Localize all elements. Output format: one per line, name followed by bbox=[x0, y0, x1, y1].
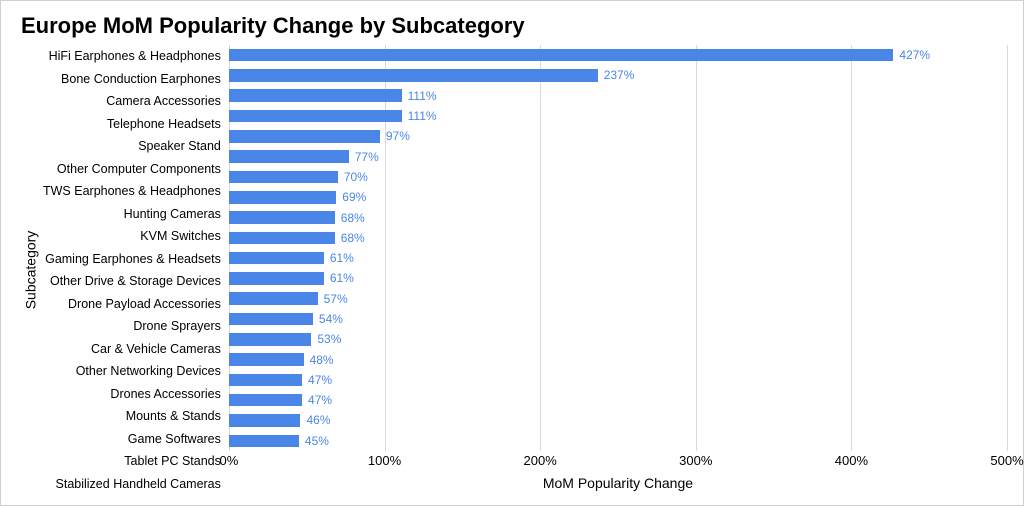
bar-value-label: 46% bbox=[306, 413, 330, 427]
bar-row: 53% bbox=[229, 329, 1007, 349]
bar-value-label: 57% bbox=[324, 292, 348, 306]
category-label: Game Softwares bbox=[43, 428, 229, 451]
y-axis-label-container: Subcategory bbox=[17, 45, 43, 495]
category-label: Drone Sprayers bbox=[43, 315, 229, 338]
bar bbox=[229, 374, 302, 387]
bar-row: 45% bbox=[229, 431, 1007, 451]
x-tick-label: 500% bbox=[990, 453, 1023, 468]
bar bbox=[229, 191, 336, 204]
bar-row: 111% bbox=[229, 106, 1007, 126]
category-label: HiFi Earphones & Headphones bbox=[43, 45, 229, 68]
bar bbox=[229, 211, 335, 224]
category-label: Other Computer Components bbox=[43, 158, 229, 181]
bar bbox=[229, 232, 335, 245]
bar bbox=[229, 435, 299, 448]
x-axis-label: MoM Popularity Change bbox=[229, 471, 1007, 495]
bar-value-label: 61% bbox=[330, 251, 354, 265]
category-label: Telephone Headsets bbox=[43, 113, 229, 136]
bar bbox=[229, 394, 302, 407]
bar bbox=[229, 49, 894, 62]
bar-row: 68% bbox=[229, 228, 1007, 248]
category-label: Mounts & Stands bbox=[43, 405, 229, 428]
bar bbox=[229, 353, 304, 366]
x-tick-label: 300% bbox=[679, 453, 712, 468]
bar-row: 61% bbox=[229, 248, 1007, 268]
bar-row: 427% bbox=[229, 45, 1007, 65]
bar-value-label: 77% bbox=[355, 150, 379, 164]
category-label: Other Networking Devices bbox=[43, 360, 229, 383]
bar-value-label: 47% bbox=[308, 373, 332, 387]
category-label: KVM Switches bbox=[43, 225, 229, 248]
bar-row: 77% bbox=[229, 146, 1007, 166]
bar-value-label: 427% bbox=[899, 48, 930, 62]
bar-value-label: 53% bbox=[317, 332, 341, 346]
bar-value-label: 237% bbox=[604, 68, 635, 82]
bar-row: 68% bbox=[229, 207, 1007, 227]
bar-value-label: 54% bbox=[319, 312, 343, 326]
category-labels-column: HiFi Earphones & HeadphonesBone Conducti… bbox=[43, 45, 229, 495]
category-label: Hunting Cameras bbox=[43, 203, 229, 226]
bar-value-label: 70% bbox=[344, 170, 368, 184]
bar-row: 57% bbox=[229, 289, 1007, 309]
bar-row: 47% bbox=[229, 390, 1007, 410]
bar bbox=[229, 130, 380, 143]
category-label: Tablet PC Stands bbox=[43, 450, 229, 473]
category-label: Speaker Stand bbox=[43, 135, 229, 158]
category-label: Other Drive & Storage Devices bbox=[43, 270, 229, 293]
bar-value-label: 68% bbox=[341, 211, 365, 225]
bar bbox=[229, 292, 318, 305]
bar bbox=[229, 414, 301, 427]
bar bbox=[229, 252, 324, 265]
bar-row: 69% bbox=[229, 187, 1007, 207]
plot-area: 427% 237% 111% 111% 97% 77% 70% 69% 68% 68% 61% 61%… bbox=[229, 45, 1007, 451]
bar bbox=[229, 110, 402, 123]
category-label: Stabilized Handheld Cameras bbox=[43, 473, 229, 496]
bar bbox=[229, 272, 324, 285]
gridline bbox=[1007, 45, 1008, 451]
category-label: Car & Vehicle Cameras bbox=[43, 338, 229, 361]
bar-row: 47% bbox=[229, 370, 1007, 390]
bar-value-label: 45% bbox=[305, 434, 329, 448]
x-tick-label: 400% bbox=[835, 453, 868, 468]
bar bbox=[229, 333, 311, 346]
chart-body: Subcategory HiFi Earphones & HeadphonesB… bbox=[17, 45, 1007, 495]
bar-value-label: 69% bbox=[342, 190, 366, 204]
bar-value-label: 68% bbox=[341, 231, 365, 245]
bar-row: 48% bbox=[229, 349, 1007, 369]
chart-title: Europe MoM Popularity Change by Subcateg… bbox=[21, 13, 1007, 39]
bar bbox=[229, 171, 338, 184]
category-label: TWS Earphones & Headphones bbox=[43, 180, 229, 203]
x-tick-label: 0% bbox=[219, 453, 238, 468]
plot-and-xaxis: 427% 237% 111% 111% 97% 77% 70% 69% 68% 68% 61% 61%… bbox=[229, 45, 1007, 495]
bar-value-label: 48% bbox=[310, 353, 334, 367]
bar bbox=[229, 313, 313, 326]
category-label: Drones Accessories bbox=[43, 383, 229, 406]
bar-row: 97% bbox=[229, 126, 1007, 146]
y-axis-label: Subcategory bbox=[22, 231, 38, 310]
bar-row: 54% bbox=[229, 309, 1007, 329]
bar-row: 111% bbox=[229, 86, 1007, 106]
bar-value-label: 111% bbox=[408, 109, 437, 123]
bar-value-label: 61% bbox=[330, 271, 354, 285]
bar-value-label: 97% bbox=[386, 129, 410, 143]
bar bbox=[229, 69, 598, 82]
bar-value-label: 47% bbox=[308, 393, 332, 407]
bar-row: 237% bbox=[229, 65, 1007, 85]
category-label: Gaming Earphones & Headsets bbox=[43, 248, 229, 271]
x-tick-label: 100% bbox=[368, 453, 401, 468]
bars-container: 427% 237% 111% 111% 97% 77% 70% 69% 68% 68% 61% 61%… bbox=[229, 45, 1007, 451]
chart-frame: Europe MoM Popularity Change by Subcateg… bbox=[0, 0, 1024, 506]
bar-row: 70% bbox=[229, 167, 1007, 187]
bar-row: 46% bbox=[229, 410, 1007, 430]
bar bbox=[229, 89, 402, 102]
bar-row: 61% bbox=[229, 268, 1007, 288]
category-label: Drone Payload Accessories bbox=[43, 293, 229, 316]
category-label: Camera Accessories bbox=[43, 90, 229, 113]
bar-value-label: 111% bbox=[408, 89, 437, 103]
x-axis-ticks: 0%100%200%300%400%500% bbox=[229, 453, 1007, 471]
x-tick-label: 200% bbox=[524, 453, 557, 468]
category-label: Bone Conduction Earphones bbox=[43, 68, 229, 91]
bar bbox=[229, 150, 349, 163]
